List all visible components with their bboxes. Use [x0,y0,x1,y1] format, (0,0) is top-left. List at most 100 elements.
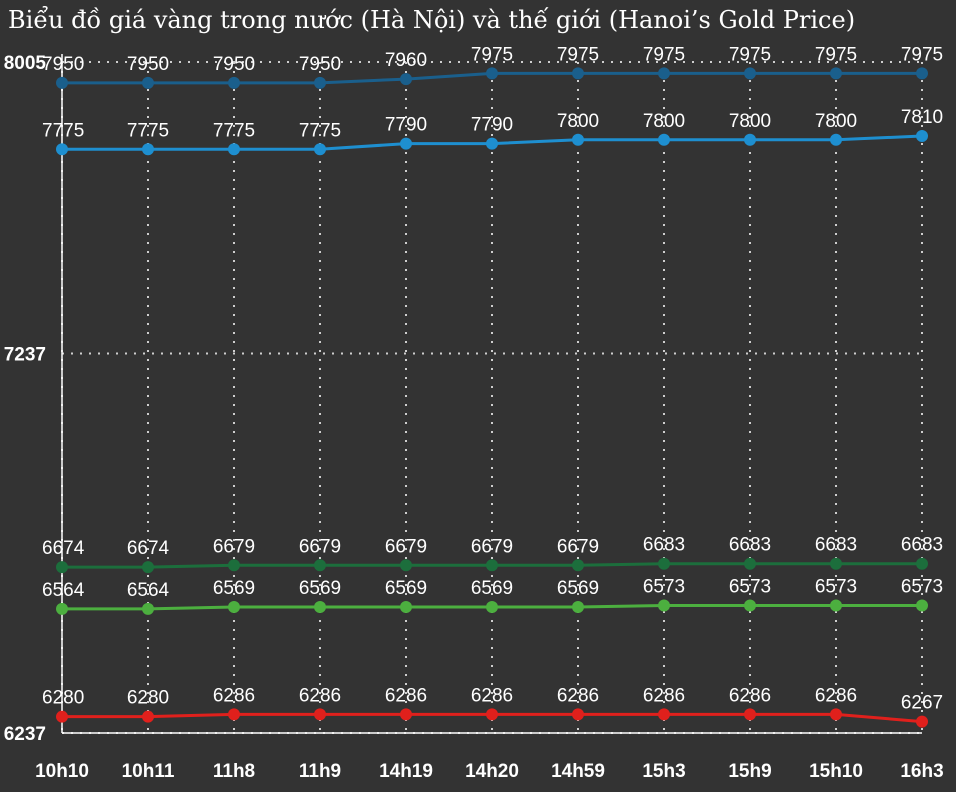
data-point [916,715,928,728]
axes: 6237 7237 8005 10h10 10h11 11h8 11h9 14h19 14h20… [4,53,944,782]
data-point [56,143,68,156]
data-point [142,710,154,723]
data-label: 7975 [729,44,771,65]
data-label: 7950 [213,54,255,75]
x-tick-label: 11h9 [299,761,341,782]
data-point [744,67,756,80]
x-tick-label: 15h9 [728,761,771,782]
data-label: 7775 [42,120,84,141]
data-label: 7775 [299,120,341,141]
data-label: 6569 [299,578,341,599]
data-label: 7975 [643,44,685,65]
data-point [830,67,842,80]
data-point [142,143,154,156]
data-point [744,133,756,146]
data-point [658,708,670,721]
data-label: 7800 [557,111,599,132]
data-point [228,708,240,721]
data-point [486,600,498,613]
x-tick-label: 14h20 [465,761,519,782]
data-label: 6569 [213,578,255,599]
data-point [916,557,928,570]
data-point [486,67,498,80]
x-tick-label: 14h19 [379,761,433,782]
data-label: 6569 [385,578,427,599]
data-label: 6674 [127,538,170,559]
data-point [830,599,842,612]
data-label: 6286 [815,685,857,706]
data-point [658,133,670,146]
data-point [572,133,584,146]
grid-lines [61,61,923,734]
data-label: 7975 [815,44,857,65]
data-point [142,561,154,574]
data-point [830,557,842,570]
data-label: 6683 [815,535,857,556]
data-point [228,600,240,613]
data-label: 6286 [729,685,771,706]
data-point [142,76,154,89]
data-label: 7950 [42,54,84,75]
data-point [228,559,240,572]
data-label: 6564 [127,580,170,601]
y-tick-label: 7237 [4,344,46,365]
data-label: 7975 [901,44,943,65]
data-point [56,710,68,723]
data-label: 7775 [213,120,255,141]
x-tick-label: 11h8 [213,761,255,782]
data-label: 7960 [385,50,427,71]
data-label: 6679 [471,536,513,557]
data-label: 6280 [127,688,169,709]
y-tick-label: 6237 [4,724,46,745]
data-point [56,76,68,89]
x-tick-label: 14h59 [551,761,605,782]
data-point [916,599,928,612]
data-point [314,143,326,156]
data-label: 7950 [127,54,169,75]
series-lines [56,67,928,728]
data-labels: 7950 7950 7950 7950 7960 7975 7975 7975 7975 7975… [42,44,943,713]
data-point [486,559,498,572]
data-point [400,137,412,150]
data-label: 6573 [729,576,771,597]
data-label: 7800 [729,111,771,132]
data-label: 6573 [815,576,857,597]
data-point [744,599,756,612]
data-point [314,600,326,613]
data-label: 6679 [385,536,427,557]
data-point [486,708,498,721]
data-label: 6267 [901,693,943,714]
data-label: 6573 [901,576,943,597]
data-label: 6286 [557,685,599,706]
data-label: 6286 [471,685,513,706]
data-point [744,557,756,570]
data-point [572,67,584,80]
x-tick-label: 15h3 [642,761,685,782]
x-tick-label: 10h10 [35,761,89,782]
data-point [572,600,584,613]
data-label: 6569 [471,578,513,599]
data-label: 6679 [299,536,341,557]
chart-title: Biểu đồ giá vàng trong nước (Hà Nội) và … [8,6,856,34]
data-label: 6674 [42,538,85,559]
data-point [56,561,68,574]
data-label: 6679 [557,536,599,557]
y-tick-label: 8005 [4,53,47,74]
data-point [314,76,326,89]
data-point [830,708,842,721]
data-point [744,708,756,721]
data-label: 7810 [901,107,943,128]
data-label: 6683 [901,535,943,556]
data-point [228,143,240,156]
x-tick-label: 16h3 [900,761,943,782]
x-tick-label: 15h10 [809,761,863,782]
data-label: 7800 [815,111,857,132]
data-label: 7950 [299,54,341,75]
data-label: 7800 [643,111,685,132]
data-label: 6286 [299,685,341,706]
data-label: 6286 [385,685,427,706]
data-point [400,600,412,613]
data-point [916,130,928,143]
data-label: 6569 [557,578,599,599]
